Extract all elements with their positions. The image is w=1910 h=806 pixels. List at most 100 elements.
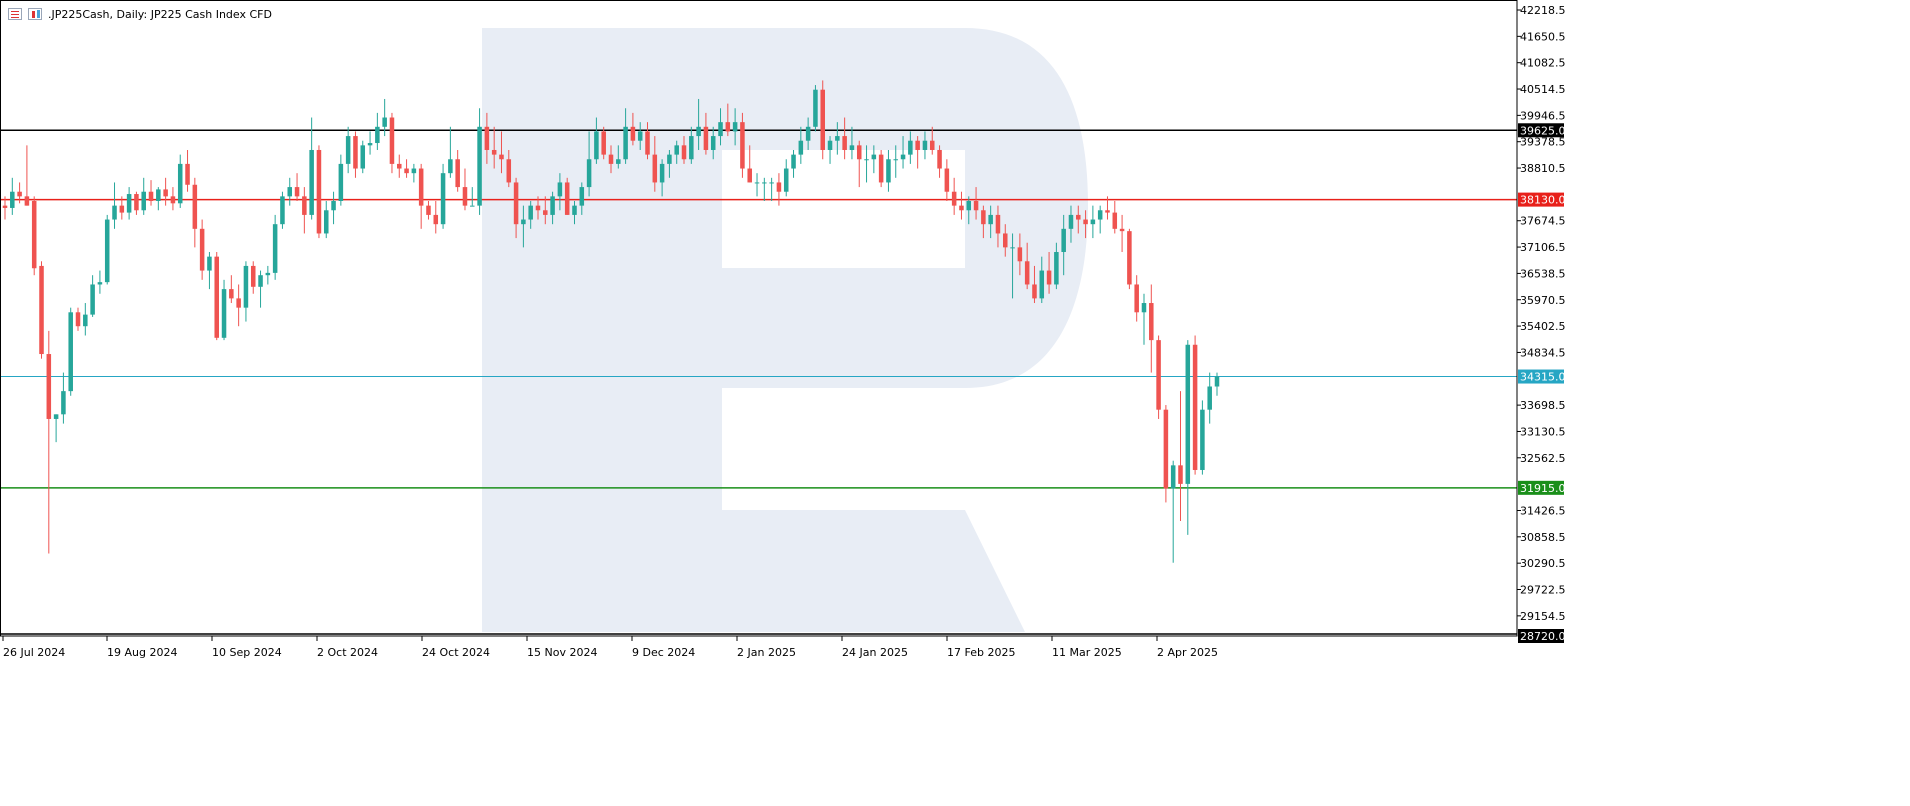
candle xyxy=(90,275,95,317)
candle xyxy=(170,187,176,211)
candle xyxy=(1054,242,1059,290)
candle xyxy=(1010,233,1015,299)
candle xyxy=(31,196,37,276)
candle-body xyxy=(1024,261,1030,285)
candle xyxy=(929,126,935,155)
candle xyxy=(791,149,796,178)
y-tick-label: 34834.5 xyxy=(1520,346,1566,359)
candle xyxy=(572,200,577,225)
candle-body xyxy=(835,136,840,141)
candle-body xyxy=(207,256,212,271)
candle-body xyxy=(119,205,125,213)
candle xyxy=(696,98,701,150)
candle-body xyxy=(878,154,884,183)
candle-body xyxy=(353,136,358,169)
candle xyxy=(1032,265,1037,304)
chart-frame xyxy=(0,0,1518,637)
candle-body xyxy=(1097,210,1103,220)
price-list-icon[interactable] xyxy=(8,8,22,20)
candle-body xyxy=(1207,386,1212,410)
y-tick-label: 40514.5 xyxy=(1520,83,1566,96)
candle xyxy=(703,112,709,155)
candle-body xyxy=(528,205,533,220)
x-tick-label: 15 Nov 2024 xyxy=(527,646,597,659)
candle xyxy=(229,275,234,304)
candle xyxy=(316,145,322,239)
price-tag-bg xyxy=(1518,480,1564,495)
y-tick-label: 35970.5 xyxy=(1520,294,1566,307)
candle-body xyxy=(769,182,774,184)
candle-body xyxy=(572,205,577,215)
candle xyxy=(864,145,869,183)
candle xyxy=(543,196,548,225)
y-tick-label: 41082.5 xyxy=(1520,57,1566,70)
candle-body xyxy=(250,265,256,287)
time-axis[interactable]: 26 Jul 2024 19 Aug 2024 10 Sep 2024 2 Oct 2… xyxy=(2,636,1218,659)
candle-body xyxy=(1214,376,1220,387)
candle xyxy=(272,214,278,280)
candle xyxy=(491,126,497,169)
candle-body xyxy=(689,136,694,160)
watermark-logo xyxy=(482,28,1088,632)
candle xyxy=(345,126,351,174)
candle-body xyxy=(1061,228,1066,253)
candle-body xyxy=(1083,219,1088,225)
candle xyxy=(915,136,920,169)
candle xyxy=(418,163,424,229)
candle-body xyxy=(156,189,161,201)
candle-body xyxy=(287,187,293,197)
candle xyxy=(922,131,928,160)
candle-body xyxy=(46,354,52,419)
candle xyxy=(148,180,154,206)
candle xyxy=(192,177,198,248)
price-tag-bg xyxy=(1518,369,1564,384)
candle-body xyxy=(470,205,475,207)
price-levels xyxy=(0,129,1517,489)
candle xyxy=(856,140,862,188)
candle xyxy=(1200,400,1205,475)
candle xyxy=(951,177,957,215)
x-tick-label: 24 Oct 2024 xyxy=(422,646,490,659)
candle xyxy=(762,177,767,201)
candle xyxy=(659,159,665,197)
y-tick-label: 30858.5 xyxy=(1520,531,1566,544)
candle xyxy=(835,122,840,155)
candle xyxy=(24,145,30,206)
candle-body xyxy=(1170,465,1176,489)
candle-body xyxy=(594,131,599,160)
candle-body xyxy=(783,168,789,192)
candle-body xyxy=(725,122,731,132)
candle xyxy=(1185,340,1191,535)
y-tick-label: 33130.5 xyxy=(1520,425,1566,438)
candle-body xyxy=(747,168,752,183)
y-tick-label: 29722.5 xyxy=(1520,584,1566,597)
candle-body xyxy=(893,159,899,161)
candle xyxy=(528,200,533,229)
chart-title: .JP225Cash, Daily: JP225 Cash Index CFD xyxy=(48,7,272,21)
candle xyxy=(440,163,446,229)
candle-body xyxy=(813,89,818,127)
y-tick-label: 31426.5 xyxy=(1520,504,1566,517)
candle xyxy=(769,177,774,201)
candle-body xyxy=(740,122,745,169)
candle xyxy=(2,196,8,220)
candle xyxy=(813,85,818,132)
candle-body xyxy=(24,196,30,206)
price-tag-bg xyxy=(1518,123,1564,138)
candle-body xyxy=(623,126,628,160)
price-axis[interactable]: 42218.5 41650.5 41082.5 40514.5 39946.5 39378… xyxy=(1517,4,1566,643)
candle xyxy=(937,145,942,178)
candlestick-icon[interactable] xyxy=(28,8,42,20)
y-tick-label: 30290.5 xyxy=(1520,557,1566,570)
candle-body xyxy=(762,182,767,184)
candle-body xyxy=(323,210,329,234)
candle xyxy=(842,117,847,160)
candle-body xyxy=(309,149,314,215)
candle-body xyxy=(1127,231,1132,285)
price-tag-bg xyxy=(1518,629,1564,643)
candle-body xyxy=(513,182,519,225)
candle-body xyxy=(199,228,205,271)
candle xyxy=(448,126,453,178)
candle-body xyxy=(637,131,643,141)
